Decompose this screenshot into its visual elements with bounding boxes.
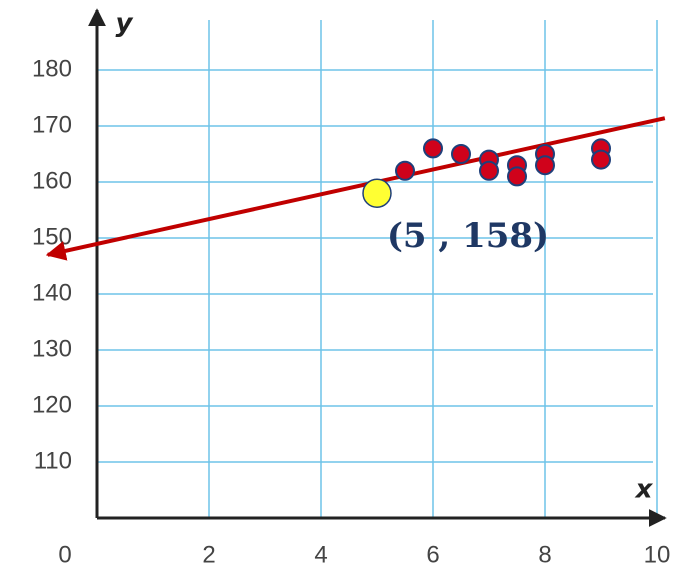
- x-tick-label: 8: [538, 541, 551, 568]
- data-point: [536, 156, 554, 174]
- data-point: [396, 162, 414, 180]
- x-tick-label: 2: [202, 541, 215, 568]
- data-point: [424, 139, 442, 157]
- x-tick-label: 0: [58, 541, 71, 568]
- data-point: [508, 167, 526, 185]
- y-tick-label: 170: [32, 111, 72, 138]
- chart: y x 110 120 130 140 150 160 170 180 0 2 4 6 8 10 (5 , 15…: [0, 0, 677, 574]
- highlight-point: [363, 179, 391, 207]
- x-tick-label: 4: [314, 541, 327, 568]
- y-tick-label: 180: [32, 55, 72, 82]
- y-tick-label: 110: [34, 447, 72, 474]
- y-tick-label: 130: [32, 335, 72, 362]
- data-point: [452, 145, 470, 163]
- x-axis-label: x: [634, 475, 654, 505]
- y-tick-label: 150: [32, 223, 72, 250]
- y-tick-label: 160: [32, 167, 72, 194]
- background: [0, 0, 677, 574]
- highlight-label: (5 , 158): [387, 216, 549, 256]
- x-tick-label: 6: [426, 541, 439, 568]
- y-axis-label: y: [116, 9, 134, 39]
- x-tick-label: 10: [644, 541, 671, 568]
- y-tick-label: 140: [32, 279, 72, 306]
- y-tick-label: 120: [32, 391, 72, 418]
- data-point: [592, 151, 610, 169]
- data-point: [480, 162, 498, 180]
